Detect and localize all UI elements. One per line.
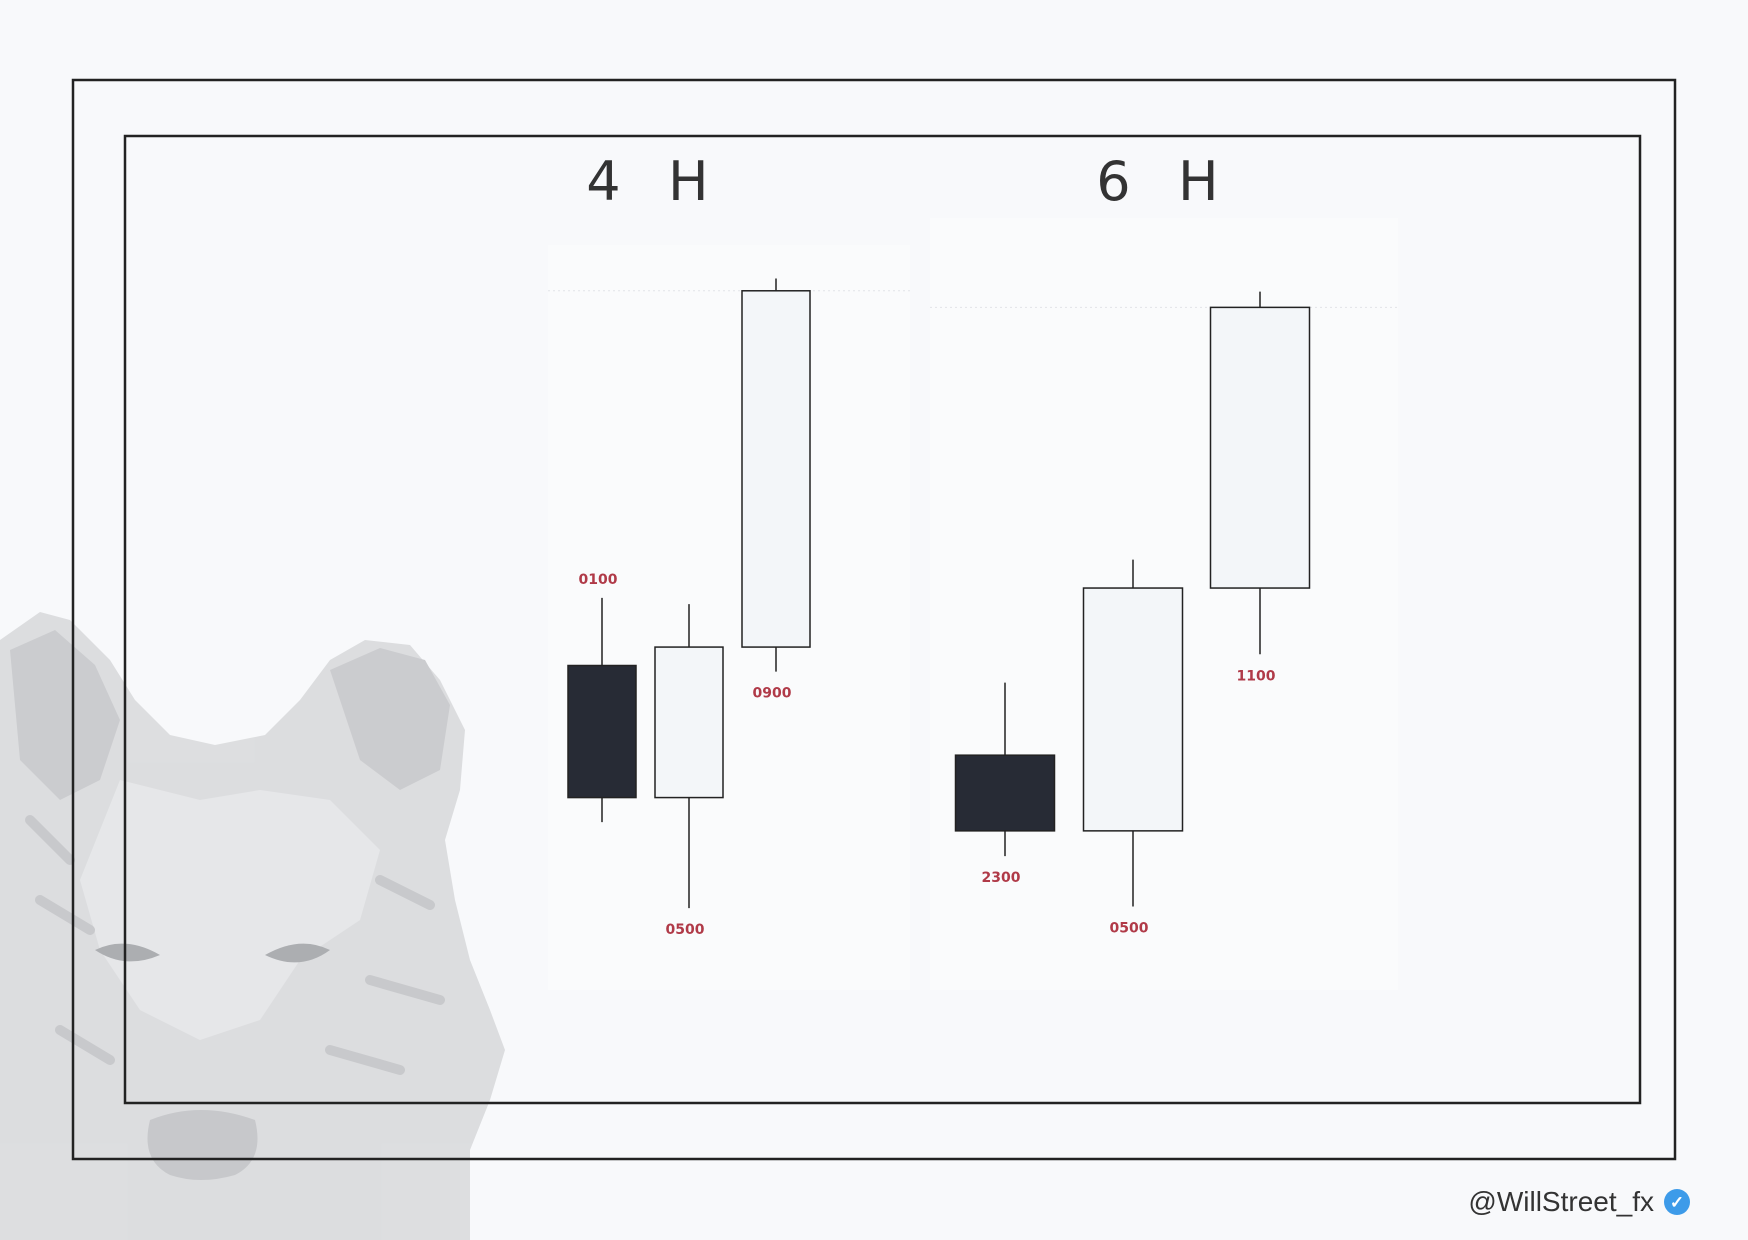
candle-body — [567, 664, 637, 799]
wolf-left-eye — [95, 943, 160, 962]
wolf-nose — [147, 1110, 258, 1180]
chart-title-6h: 6 H — [1096, 150, 1234, 213]
candle-body — [1209, 306, 1311, 589]
candle-2300: 2300 — [954, 682, 1056, 886]
time-label: 1100 — [1237, 668, 1276, 684]
outer-frame — [71, 78, 1677, 1161]
chart-6h: 2300 0500 1100 — [930, 218, 1398, 990]
time-label: 0500 — [666, 922, 705, 938]
candle-0900: 0900 — [741, 278, 811, 702]
time-label: 0500 — [1110, 921, 1149, 937]
candle-body — [954, 754, 1056, 832]
candle-0500: 0500 — [654, 604, 724, 938]
handle-text: @WillStreet_fx — [1468, 1186, 1654, 1217]
wolf-face-shade — [80, 780, 380, 1040]
wolf-right-eye — [265, 943, 330, 963]
candle-0100: 0100 — [567, 572, 637, 823]
wolf-fur-streaks — [25, 815, 445, 1075]
time-label: 0100 — [579, 572, 618, 588]
time-label: 0900 — [753, 686, 792, 702]
chart-4h: 0100 0500 0900 — [548, 245, 910, 990]
candle-body — [654, 646, 724, 799]
wolf-watermark-icon — [0, 612, 505, 1240]
candle-1100: 1100 — [1209, 291, 1311, 684]
time-label: 2300 — [982, 870, 1021, 886]
candle-body — [1082, 587, 1184, 832]
candle-0500: 0500 — [1082, 559, 1184, 937]
wolf-left-ear — [10, 630, 120, 800]
candle-body — [741, 290, 811, 648]
plot-area — [548, 245, 910, 990]
inner-frame — [123, 134, 1642, 1105]
wolf-right-ear — [330, 648, 450, 790]
chart-title-4h: 4 H — [586, 150, 724, 213]
check-badge-icon: ✓ — [1664, 1189, 1690, 1215]
watermark-handle: @WillStreet_fx ✓ — [1468, 1186, 1690, 1218]
